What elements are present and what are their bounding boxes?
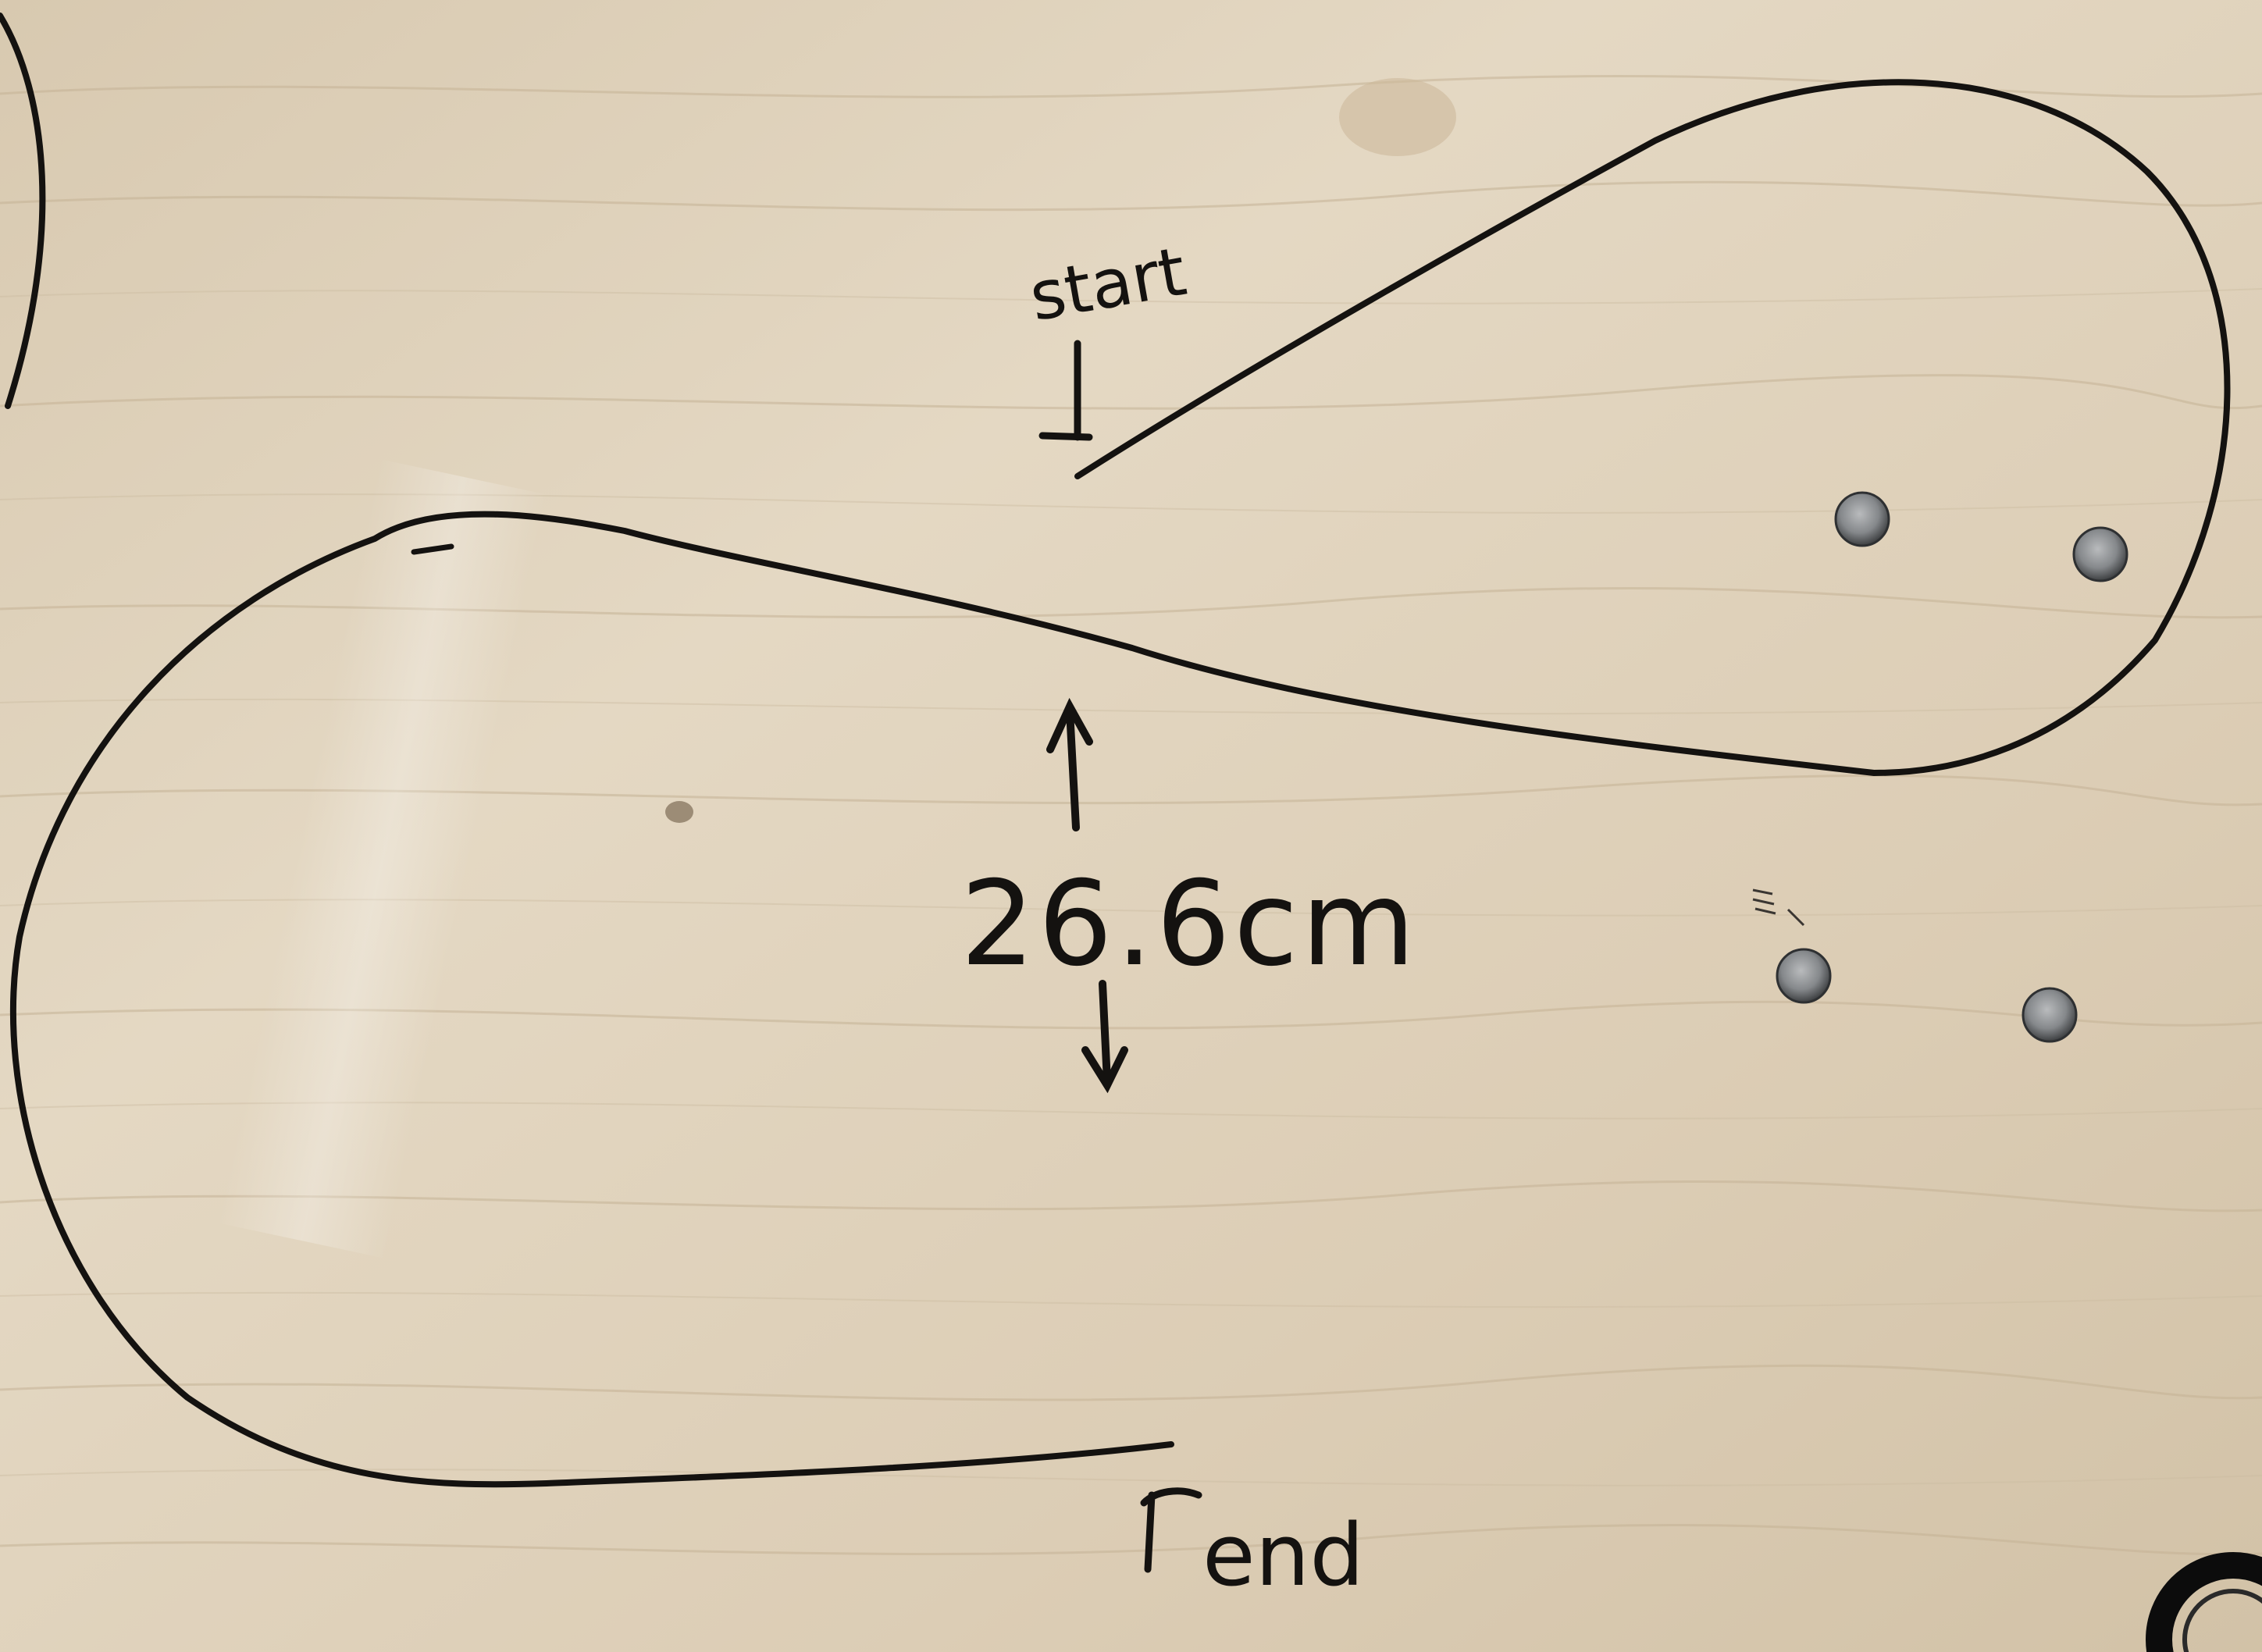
magnet	[1834, 491, 1890, 547]
tick-mark	[411, 543, 454, 555]
wood-knot	[1339, 78, 1456, 156]
magnet	[2072, 526, 2128, 582]
pencil-scribble	[1752, 888, 1805, 927]
black-ring-object	[2146, 1552, 2262, 1652]
measurement-up-arrow	[1046, 697, 1093, 831]
magnet	[1776, 948, 1832, 1004]
start-arrow	[1038, 340, 1093, 441]
partial-arc-line	[0, 12, 46, 409]
light-glare	[217, 459, 548, 1259]
end-arrow	[1140, 1487, 1202, 1573]
magnets	[1776, 491, 2128, 1043]
drawn-track-line	[9, 79, 2231, 1488]
measurement-down-arrow	[1081, 980, 1128, 1094]
measurement-label: 26.6cm	[960, 856, 1419, 992]
magnet	[2022, 987, 2078, 1043]
end-label: end	[1202, 1505, 1364, 1605]
